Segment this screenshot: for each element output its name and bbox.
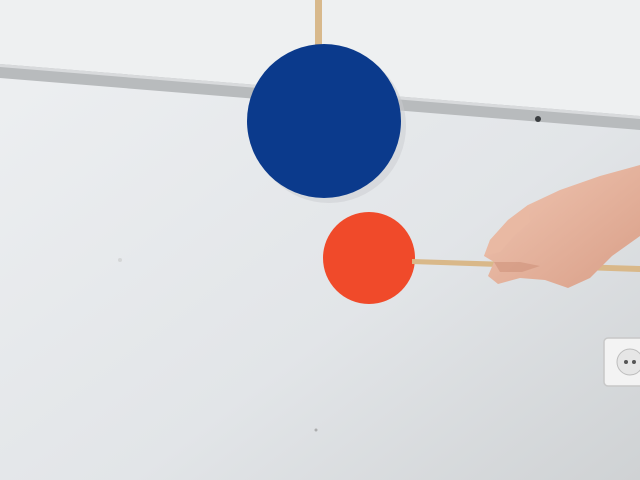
outlet-hole xyxy=(632,360,636,364)
hand xyxy=(484,165,640,288)
wall-mark xyxy=(314,428,318,432)
rail-screw xyxy=(535,116,541,122)
outlet-hole xyxy=(624,360,628,364)
hanging-stick xyxy=(315,0,322,46)
red-disc xyxy=(323,212,415,304)
wall-mark xyxy=(118,258,122,262)
thumb xyxy=(484,205,530,256)
outlet-socket xyxy=(616,348,640,376)
blue-disc xyxy=(247,44,401,198)
finger-shadow xyxy=(494,262,540,272)
